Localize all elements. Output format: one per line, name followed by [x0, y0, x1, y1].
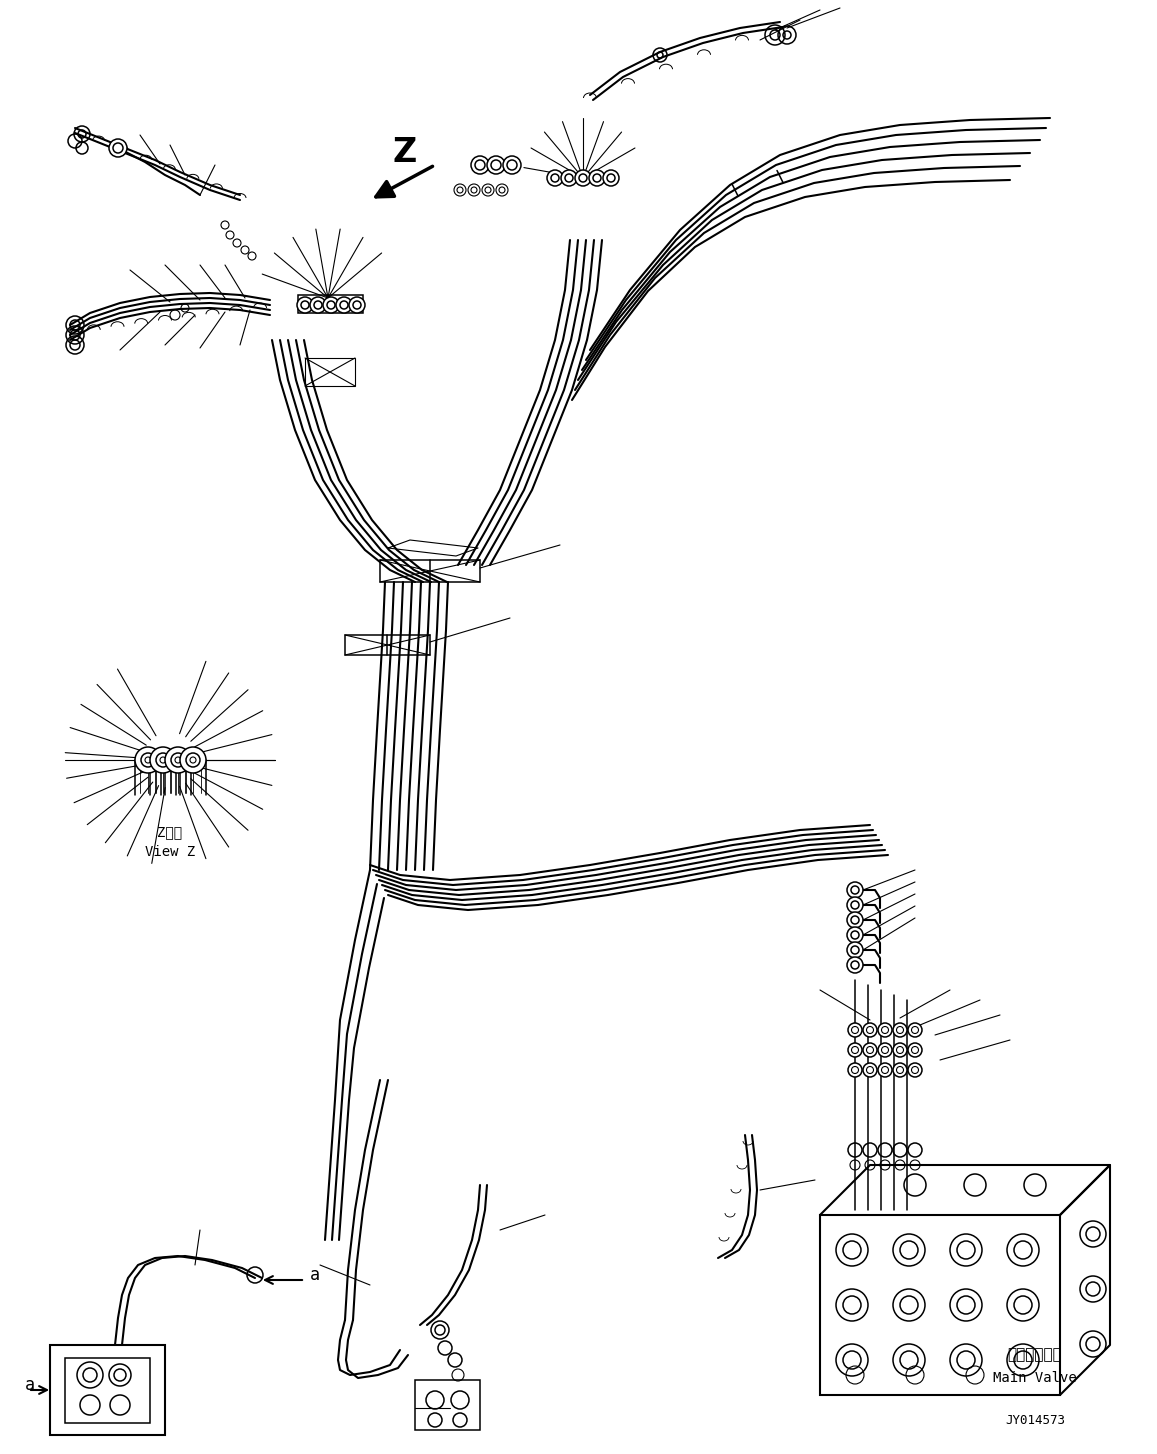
- Circle shape: [847, 883, 863, 899]
- Bar: [820, 1216, 1060, 1394]
- Circle shape: [847, 912, 863, 928]
- Bar: [305, 358, 355, 385]
- Text: View Z: View Z: [145, 845, 196, 859]
- Bar: [299, 295, 363, 313]
- Circle shape: [156, 753, 170, 768]
- Circle shape: [848, 1024, 862, 1037]
- Circle shape: [893, 1063, 907, 1077]
- Text: メインバルブ: メインバルブ: [1008, 1348, 1062, 1362]
- Circle shape: [908, 1024, 922, 1037]
- Text: a: a: [25, 1375, 35, 1394]
- Circle shape: [893, 1024, 907, 1037]
- Circle shape: [878, 1024, 892, 1037]
- Circle shape: [847, 928, 863, 944]
- Circle shape: [297, 297, 314, 313]
- Text: a: a: [310, 1266, 320, 1284]
- Bar: [415, 1380, 480, 1429]
- Text: JY014573: JY014573: [1005, 1413, 1064, 1426]
- Circle shape: [471, 156, 489, 174]
- Bar: [379, 560, 480, 582]
- Circle shape: [487, 156, 504, 174]
- Circle shape: [863, 1043, 877, 1057]
- Bar: [50, 1345, 165, 1435]
- Circle shape: [165, 747, 191, 774]
- Circle shape: [575, 170, 591, 186]
- Bar: [65, 1358, 150, 1423]
- Circle shape: [109, 140, 127, 157]
- Circle shape: [150, 747, 176, 774]
- Bar: [345, 635, 430, 654]
- Circle shape: [503, 156, 521, 174]
- Circle shape: [561, 170, 577, 186]
- Circle shape: [908, 1063, 922, 1077]
- Circle shape: [878, 1063, 892, 1077]
- Circle shape: [589, 170, 605, 186]
- Text: Main Valve: Main Valve: [993, 1371, 1077, 1386]
- Circle shape: [863, 1063, 877, 1077]
- Circle shape: [847, 942, 863, 958]
- Circle shape: [848, 1063, 862, 1077]
- Circle shape: [878, 1043, 892, 1057]
- Circle shape: [603, 170, 619, 186]
- Circle shape: [908, 1043, 922, 1057]
- Circle shape: [547, 170, 563, 186]
- Circle shape: [848, 1043, 862, 1057]
- Circle shape: [186, 753, 200, 768]
- Text: Z: Z: [393, 135, 418, 169]
- Text: Z　視: Z 視: [157, 824, 183, 839]
- Circle shape: [863, 1024, 877, 1037]
- Circle shape: [336, 297, 352, 313]
- Circle shape: [349, 297, 364, 313]
- Circle shape: [135, 747, 161, 774]
- Circle shape: [323, 297, 339, 313]
- Circle shape: [180, 747, 206, 774]
- Circle shape: [847, 957, 863, 973]
- Circle shape: [310, 297, 326, 313]
- Circle shape: [847, 897, 863, 913]
- Circle shape: [171, 753, 185, 768]
- Circle shape: [893, 1043, 907, 1057]
- Circle shape: [141, 753, 155, 768]
